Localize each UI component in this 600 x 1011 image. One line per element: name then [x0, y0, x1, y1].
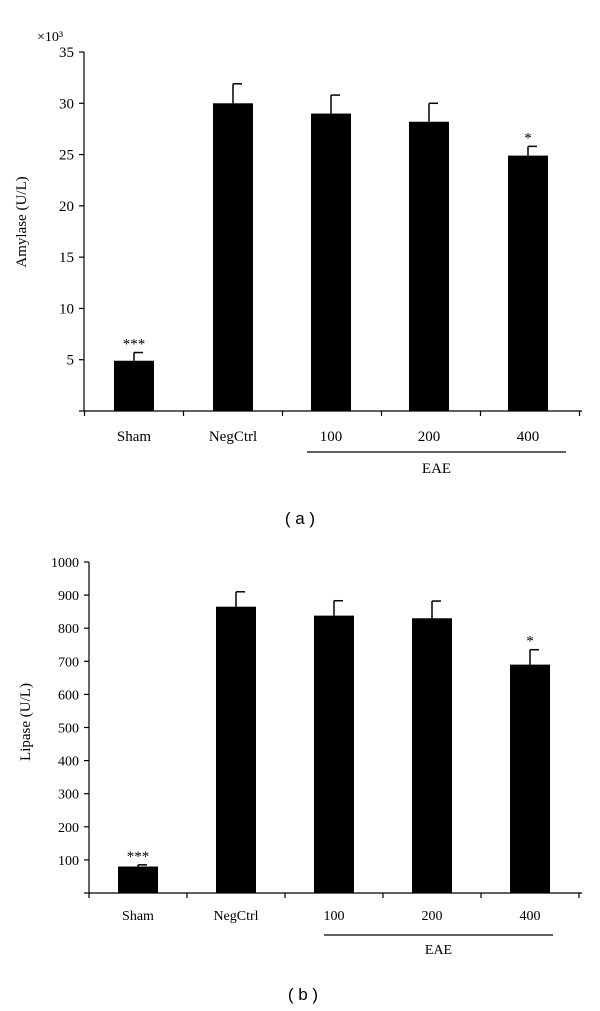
category-label: NegCtrl	[209, 429, 257, 445]
y-axis-label: Lipase (U/L)	[18, 683, 34, 761]
bar	[311, 113, 351, 412]
bar	[118, 866, 158, 893]
y-tick-label: 600	[58, 688, 79, 703]
y-tick-label: 1000	[51, 556, 79, 571]
category-label: 100	[320, 429, 343, 445]
bar	[508, 155, 548, 411]
bar	[216, 606, 256, 893]
y-tick-label: 25	[59, 148, 74, 164]
y-tick-label: 400	[58, 755, 79, 770]
y-tick-label: 15	[59, 250, 74, 266]
category-label: 200	[418, 429, 441, 445]
group-label: EAE	[422, 461, 451, 477]
chart-lipase: Lipase (U/L) ( b ) 100 200 300 400 500 600 700…	[18, 556, 582, 1004]
bar	[409, 121, 449, 412]
panel-label: ( b )	[288, 985, 318, 1004]
y-tick-label: 35	[59, 45, 74, 61]
y-tick-label: 800	[58, 622, 79, 637]
bar	[114, 360, 154, 411]
bar	[510, 664, 550, 893]
y-tick-label: 700	[58, 655, 79, 670]
panel-label: ( a )	[285, 509, 315, 528]
category-label: NegCtrl	[213, 909, 258, 924]
category-label: Sham	[122, 909, 154, 924]
y-tick-label: 200	[58, 821, 79, 836]
category-label: Sham	[117, 429, 152, 445]
category-label: 200	[422, 909, 443, 924]
y-tick-label: 900	[58, 589, 79, 604]
y-tick-label: 20	[59, 199, 74, 215]
y-tick-label: 5	[67, 353, 75, 369]
y-tick-label: 10	[59, 301, 74, 317]
y-axis-scale-label: ×10³	[37, 30, 63, 45]
bar	[412, 618, 452, 893]
group-label: EAE	[425, 943, 452, 958]
chart-amylase: Amylase (U/L) ×10³ ( a ) 5101520253035**…	[14, 30, 582, 528]
y-tick-label: 100	[58, 854, 79, 869]
significance-label: ***	[127, 849, 150, 865]
significance-label: *	[526, 634, 534, 650]
bar	[213, 103, 253, 412]
category-label: 400	[520, 909, 541, 924]
category-label: 400	[517, 429, 540, 445]
y-tick-label: 500	[58, 722, 79, 737]
significance-label: *	[524, 130, 532, 146]
y-axis-label: Amylase (U/L)	[14, 176, 30, 267]
significance-label: ***	[123, 337, 146, 353]
y-tick-label: 30	[59, 96, 74, 112]
bar	[314, 615, 354, 893]
y-tick-label: 300	[58, 788, 79, 803]
category-label: 100	[324, 909, 345, 924]
